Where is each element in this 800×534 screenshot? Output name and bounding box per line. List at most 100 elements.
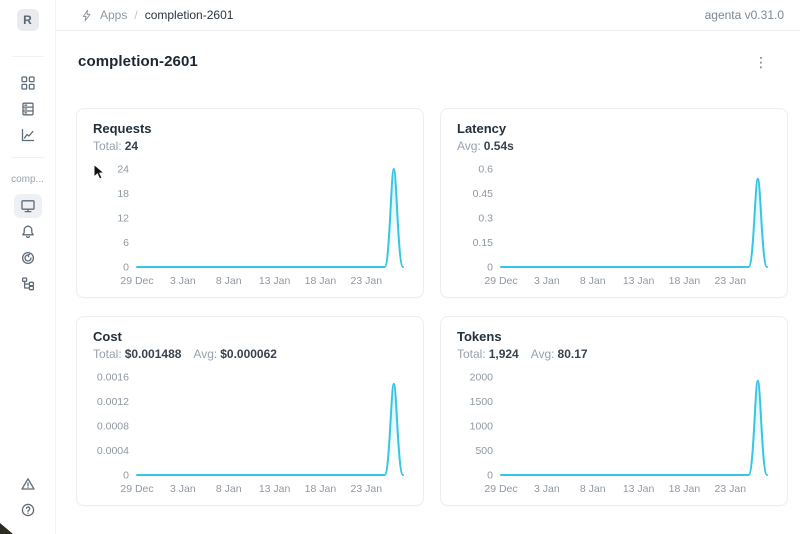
sidebar-divider bbox=[11, 157, 44, 158]
stat-value: 0.54s bbox=[483, 139, 514, 153]
card-title: Latency bbox=[457, 121, 507, 136]
svg-text:13 Jan: 13 Jan bbox=[259, 483, 291, 495]
svg-text:3 Jan: 3 Jan bbox=[534, 275, 560, 287]
svg-text:0: 0 bbox=[123, 470, 129, 482]
breadcrumb: Apps / completion-2601 bbox=[80, 0, 233, 30]
latency-area-chart[interactable]: 0 0.15 0.3 0.45 0.6 29 Dec 3 Jan 8 Jan 13 Jan 18 … bbox=[457, 159, 773, 291]
sidebar-item-overview[interactable] bbox=[13, 194, 42, 218]
svg-text:18 Jan: 18 Jan bbox=[305, 275, 337, 287]
svg-text:8 Jan: 8 Jan bbox=[580, 275, 606, 287]
svg-text:0.0008: 0.0008 bbox=[97, 421, 129, 433]
monitor-icon bbox=[20, 200, 35, 213]
card-stats: Total: $0.001488 Avg: $0.000062 bbox=[93, 347, 407, 361]
svg-text:0: 0 bbox=[487, 262, 493, 274]
sidebar-item-traces[interactable] bbox=[14, 272, 42, 296]
svg-text:18 Jan: 18 Jan bbox=[669, 483, 701, 495]
svg-text:29 Dec: 29 Dec bbox=[120, 275, 153, 287]
stat-label: Avg: bbox=[193, 347, 218, 361]
kebab-menu-icon[interactable]: ⋮ bbox=[754, 53, 768, 70]
stat-value: $0.000062 bbox=[220, 347, 277, 361]
card-title: Tokens bbox=[457, 329, 502, 344]
stat-value: $0.001488 bbox=[124, 347, 182, 361]
metric-card-cost: Cost Total: $0.001488 Avg: $0.000062 0 0.00… bbox=[76, 316, 424, 506]
requests-area-chart[interactable]: 0 6 12 18 24 29 Dec 3 Jan 8 Jan 13 Jan 18 Jan 23 J… bbox=[93, 159, 409, 291]
line-chart-icon bbox=[21, 128, 34, 142]
svg-text:23 Jan: 23 Jan bbox=[351, 483, 383, 495]
svg-text:12: 12 bbox=[117, 213, 129, 225]
svg-text:0: 0 bbox=[487, 470, 493, 482]
stat-label: Total: bbox=[93, 347, 122, 361]
tree-branch-icon bbox=[21, 277, 34, 291]
stat-label: Total: bbox=[93, 139, 122, 153]
svg-text:8 Jan: 8 Jan bbox=[580, 483, 606, 495]
list-rows-icon bbox=[21, 102, 34, 116]
avatar[interactable]: R bbox=[16, 9, 39, 31]
card-stats: Total: 1,924 Avg: 80.17 bbox=[457, 347, 771, 361]
svg-text:0.3: 0.3 bbox=[478, 213, 493, 225]
svg-text:0: 0 bbox=[123, 262, 129, 274]
svg-text:500: 500 bbox=[475, 445, 493, 457]
svg-text:0.6: 0.6 bbox=[478, 164, 493, 176]
svg-text:0.0012: 0.0012 bbox=[97, 396, 129, 408]
svg-text:3 Jan: 3 Jan bbox=[170, 483, 196, 495]
sidebar-divider bbox=[11, 56, 44, 57]
svg-text:6: 6 bbox=[123, 237, 129, 249]
sidebar: R comp... bbox=[0, 0, 56, 534]
card-title: Requests bbox=[93, 121, 152, 136]
svg-text:3 Jan: 3 Jan bbox=[534, 483, 560, 495]
question-circle-icon bbox=[21, 503, 34, 517]
grid-icon bbox=[20, 76, 35, 90]
bottom-left-artifact bbox=[0, 523, 13, 534]
stat-value: 1,924 bbox=[488, 347, 519, 361]
card-stats: Total: 24 bbox=[93, 139, 407, 153]
metric-card-tokens: Tokens Total: 1,924 Avg: 80.17 0 500 1000 150… bbox=[440, 316, 788, 506]
svg-text:3 Jan: 3 Jan bbox=[170, 275, 196, 287]
sidebar-item-apps[interactable] bbox=[14, 71, 42, 95]
circular-arrow-icon bbox=[21, 251, 34, 265]
svg-text:23 Jan: 23 Jan bbox=[715, 275, 747, 287]
svg-text:2000: 2000 bbox=[470, 372, 494, 384]
stat-label: Total: bbox=[457, 347, 486, 361]
svg-text:0.15: 0.15 bbox=[473, 237, 494, 249]
svg-text:0.0016: 0.0016 bbox=[97, 372, 129, 384]
sidebar-item-observability[interactable] bbox=[14, 123, 42, 147]
warning-triangle-icon bbox=[20, 478, 35, 490]
header-divider bbox=[56, 30, 800, 31]
svg-text:18: 18 bbox=[117, 188, 129, 200]
thunderbolt-icon bbox=[82, 9, 91, 21]
svg-text:29 Dec: 29 Dec bbox=[120, 483, 153, 495]
tokens-area-chart[interactable]: 0 500 1000 1500 2000 29 Dec 3 Jan 8 Jan 13 Jan 18… bbox=[457, 367, 773, 499]
metrics-grid: Requests Total: 24 0 6 12 18 24 29 Dec 3 Jan 8 J… bbox=[76, 108, 788, 506]
sidebar-item-help[interactable] bbox=[14, 498, 42, 522]
top-header: Apps / completion-2601 agenta v0.31.0 bbox=[0, 0, 800, 30]
cost-area-chart[interactable]: 0 0.0004 0.0008 0.0012 0.0016 29 Dec 3 Jan 8 Ja… bbox=[93, 367, 409, 499]
svg-text:18 Jan: 18 Jan bbox=[305, 483, 337, 495]
metric-card-requests: Requests Total: 24 0 6 12 18 24 29 Dec 3 Jan 8 J… bbox=[76, 108, 424, 298]
svg-text:29 Dec: 29 Dec bbox=[484, 275, 517, 287]
sidebar-app-label: comp... bbox=[11, 174, 44, 185]
breadcrumb-apps-link[interactable]: Apps bbox=[100, 8, 128, 22]
svg-text:0.45: 0.45 bbox=[473, 188, 494, 200]
card-stats: Avg: 0.54s bbox=[457, 139, 771, 153]
breadcrumb-separator: / bbox=[134, 8, 138, 22]
sidebar-item-alerts[interactable] bbox=[14, 472, 42, 496]
page-title: completion-2601 bbox=[78, 53, 198, 70]
svg-text:24: 24 bbox=[117, 164, 129, 176]
svg-text:0.0004: 0.0004 bbox=[97, 445, 129, 457]
stat-label: Avg: bbox=[457, 139, 481, 153]
svg-text:18 Jan: 18 Jan bbox=[669, 275, 701, 287]
svg-text:29 Dec: 29 Dec bbox=[484, 483, 517, 495]
svg-text:1000: 1000 bbox=[470, 421, 494, 433]
breadcrumb-current: completion-2601 bbox=[144, 8, 234, 22]
stat-label: Avg: bbox=[530, 347, 555, 361]
metric-card-latency: Latency Avg: 0.54s 0 0.15 0.3 0.45 0.6 29 Dec 3… bbox=[440, 108, 788, 298]
card-title: Cost bbox=[93, 329, 122, 344]
sidebar-item-testsets[interactable] bbox=[14, 97, 42, 121]
svg-text:8 Jan: 8 Jan bbox=[216, 275, 242, 287]
svg-text:8 Jan: 8 Jan bbox=[216, 483, 242, 495]
svg-text:23 Jan: 23 Jan bbox=[351, 275, 383, 287]
sidebar-item-evaluations[interactable] bbox=[14, 246, 42, 270]
svg-text:13 Jan: 13 Jan bbox=[623, 483, 655, 495]
stat-value: 80.17 bbox=[557, 347, 588, 361]
sidebar-item-playground[interactable] bbox=[14, 220, 42, 244]
